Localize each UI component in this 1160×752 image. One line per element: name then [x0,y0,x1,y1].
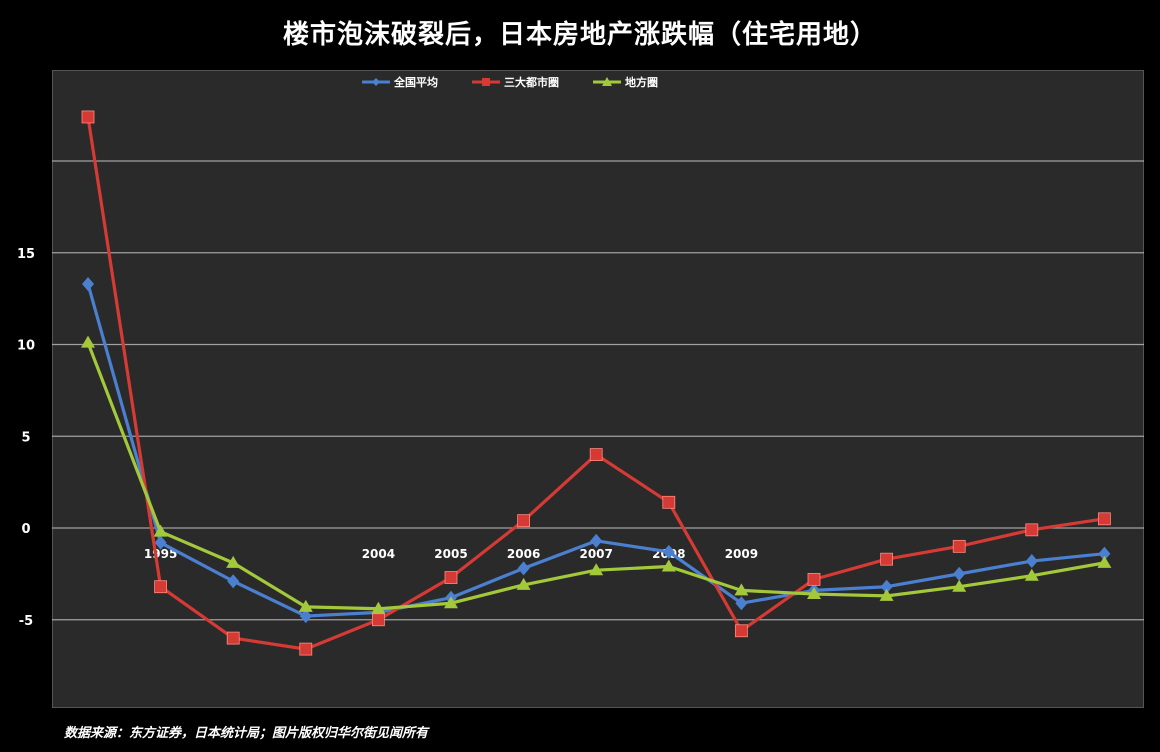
legend-label-national: 全国平均 [394,76,438,89]
data-point-1-7 [589,448,603,462]
data-point-2-4 [371,601,386,614]
data-point-1-11 [880,552,893,566]
data-point-2-3 [298,599,313,612]
data-point-1-13 [1025,523,1039,537]
data-point-0-14 [1098,546,1111,561]
data-point-2-10 [807,587,821,600]
data-point-0-1 [154,535,167,550]
data-point-2-9 [734,583,749,596]
x-tick-label: 2004 [362,547,395,561]
data-point-2-8 [661,559,676,572]
data-point-0-11 [880,579,893,594]
legend-label-local: 地方圈 [625,76,658,89]
data-point-2-11 [879,588,894,601]
data-point-0-12 [953,566,966,581]
data-point-1-8 [662,495,676,509]
data-point-1-1 [154,580,168,594]
data-point-2-14 [1097,555,1112,568]
data-point-2-12 [952,579,967,592]
data-point-0-3 [299,609,312,624]
data-point-1-0 [81,110,95,124]
data-point-1-9 [735,624,748,638]
data-point-0-7 [590,533,603,548]
data-point-2-0 [81,335,95,348]
legend-label-metro: 三大都市圈 [504,76,559,89]
data-point-1-12 [952,539,966,553]
data-point-0-2 [227,574,240,589]
legend-swatch-national [362,78,390,86]
data-point-2-1 [153,524,168,537]
data-point-0-9 [735,596,748,611]
data-point-1-3 [299,642,313,656]
data-point-2-7 [589,563,604,576]
data-point-0-6 [517,561,530,576]
x-tick-label: 2006 [507,547,540,561]
chart-title: 楼市泡沫破裂后，日本房地产涨跌幅（住宅用地） [282,20,877,50]
data-point-0-0 [82,276,94,291]
data-point-2-6 [516,577,531,590]
legend-item-national: 全国平均 [362,74,438,90]
data-point-2-2 [226,555,241,568]
legend-item-local: 地方圈 [593,74,658,90]
data-point-1-4 [371,613,385,627]
data-point-1-14 [1098,512,1111,526]
data-point-1-2 [226,631,240,645]
data-point-1-6 [517,514,530,528]
x-tick-label: 1995 [144,547,177,561]
y-tick-label: 0 [21,522,30,537]
y-tick-label: 10 [17,339,35,354]
y-tick-label: -5 [19,614,33,629]
legend: 全国平均 三大都市圈 地方圈 [362,74,658,90]
legend-swatch-local [593,77,621,86]
x-tick-label: 2009 [725,547,758,561]
data-point-0-8 [662,544,675,559]
x-tick-label: 2005 [434,547,467,561]
data-point-0-13 [1025,554,1038,569]
source-note: 数据来源：东方证券，日本统计局；图片版权归华尔街见闻所有 [64,726,429,741]
data-point-2-5 [444,596,458,609]
data-point-1-5 [444,571,458,584]
legend-item-metro: 三大都市圈 [472,74,559,90]
plot-area [52,70,1144,708]
data-point-1-10 [807,572,821,586]
data-point-2-13 [1024,568,1039,581]
y-tick-label: 15 [17,247,35,262]
legend-swatch-metro [472,78,500,86]
y-tick-label: 5 [21,430,30,445]
x-tick-label: 2007 [579,547,612,561]
